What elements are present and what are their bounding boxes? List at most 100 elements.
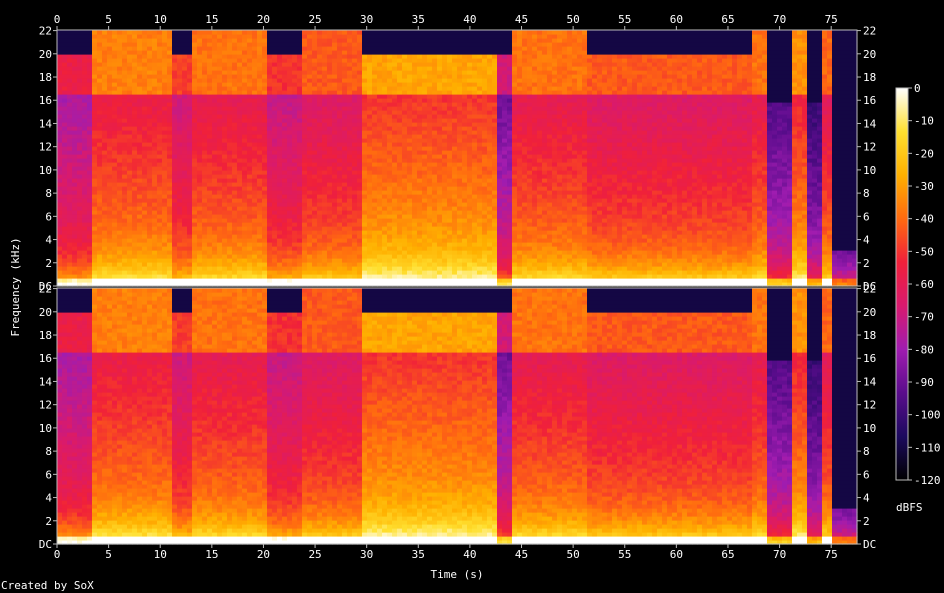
spectrogram-cell: [367, 274, 373, 279]
spectrogram-cell: [107, 142, 113, 147]
spectrogram-cell: [92, 54, 98, 59]
spectrogram-cell: [142, 138, 148, 143]
spectrogram-cell: [307, 190, 313, 195]
spectrogram-cell: [217, 126, 223, 131]
spectrogram-cell: [112, 222, 118, 227]
spectrogram-cell: [302, 150, 308, 155]
spectrogram-cell: [432, 138, 438, 143]
spectrogram-cell: [337, 54, 343, 59]
spectrogram-cell: [347, 98, 353, 103]
spectrogram-cell: [407, 210, 413, 215]
spectrogram-cell: [132, 274, 138, 279]
spectrogram-cell: [237, 246, 243, 251]
spectrogram-cell: [312, 98, 318, 103]
spectrogram-cell: [147, 258, 153, 263]
spectrogram-cell: [292, 250, 298, 255]
spectrogram-cell: [152, 190, 158, 195]
spectrogram-cell: [397, 34, 403, 39]
spectrogram-cell: [147, 270, 153, 275]
spectrogram-cell: [237, 150, 243, 155]
spectrogram-cell: [92, 150, 98, 155]
spectrogram-cell: [87, 98, 93, 103]
spectrogram-cell: [192, 102, 198, 107]
spectrogram-cell: [397, 158, 403, 163]
spectrogram-cell: [137, 102, 143, 107]
spectrogram-cell: [197, 238, 203, 243]
spectrogram-cell: [402, 78, 408, 83]
spectrogram-cell: [382, 142, 388, 147]
spectrogram-cell: [297, 234, 303, 239]
spectrogram-cell: [207, 210, 213, 215]
spectrogram-cell: [292, 278, 298, 283]
spectrogram-cell: [327, 214, 333, 219]
spectrogram-cell: [432, 154, 438, 159]
spectrogram-cell: [392, 82, 398, 87]
spectrogram-cell: [362, 110, 368, 115]
spectrogram-cell: [92, 134, 98, 139]
spectrogram-cell: [417, 70, 423, 75]
spectrogram-cell: [237, 258, 243, 263]
spectrogram-cell: [72, 34, 78, 39]
spectrogram-cell: [257, 110, 263, 115]
spectrogram-cell: [412, 118, 418, 123]
spectrogram-cell: [302, 122, 308, 127]
spectrogram-cell: [382, 110, 388, 115]
spectrogram-cell: [147, 58, 153, 63]
spectrogram-cell: [267, 202, 273, 207]
spectrogram-cell: [107, 158, 113, 163]
spectrogram-cell: [257, 62, 263, 67]
spectrogram-cell: [437, 218, 443, 223]
spectrogram-cell: [267, 194, 273, 199]
spectrogram-cell: [397, 82, 403, 87]
spectrogram-cell: [242, 58, 248, 63]
spectrogram-cell: [247, 190, 253, 195]
spectrogram-cell: [102, 118, 108, 123]
spectrogram-cell: [412, 270, 418, 275]
spectrogram-cell: [242, 178, 248, 183]
spectrogram-cell: [412, 110, 418, 115]
spectrogram-cell: [287, 170, 293, 175]
spectrogram-cell: [227, 234, 233, 239]
spectrogram-cell: [57, 202, 63, 207]
spectrogram-cell: [387, 86, 393, 91]
spectrogram-cell: [122, 226, 128, 231]
spectrogram-cell: [182, 106, 188, 111]
spectrogram-cell: [82, 266, 88, 271]
spectrogram-cell: [182, 70, 188, 75]
spectrogram-cell: [332, 82, 338, 87]
spectrogram-cell: [122, 30, 128, 35]
spectrogram-cell: [87, 82, 93, 87]
spectrogram-cell: [262, 202, 268, 207]
spectrogram-cell: [322, 94, 328, 99]
spectrogram-cell: [222, 54, 228, 59]
spectrogram-cell: [72, 274, 78, 279]
spectrogram-cell: [107, 38, 113, 43]
spectrogram-cell: [287, 278, 293, 283]
spectrogram-cell: [207, 94, 213, 99]
spectrogram-cell: [102, 226, 108, 231]
spectrogram-cell: [332, 130, 338, 135]
spectrogram-cell: [127, 118, 133, 123]
spectrogram-cell: [167, 170, 173, 175]
spectrogram-cell: [117, 34, 123, 39]
spectrogram-cell: [367, 50, 373, 55]
spectrogram-cell: [382, 90, 388, 95]
spectrogram-cell: [442, 126, 448, 131]
spectrogram-cell: [182, 126, 188, 131]
spectrogram-cell: [172, 146, 178, 151]
spectrogram-cell: [302, 242, 308, 247]
spectrogram-cell: [422, 238, 428, 243]
spectrogram-cell: [212, 126, 218, 131]
spectrogram-cell: [212, 50, 218, 55]
spectrogram-cell: [162, 182, 168, 187]
spectrogram-cell: [387, 214, 393, 219]
spectrogram-cell: [302, 190, 308, 195]
spectrogram-cell: [207, 158, 213, 163]
spectrogram-cell: [412, 194, 418, 199]
spectrogram-cell: [177, 162, 183, 167]
spectrogram-cell: [202, 278, 208, 283]
spectrogram-cell: [427, 134, 433, 139]
spectrogram-cell: [297, 46, 303, 51]
spectrogram-cell: [217, 270, 223, 275]
spectrogram-cell: [207, 234, 213, 239]
